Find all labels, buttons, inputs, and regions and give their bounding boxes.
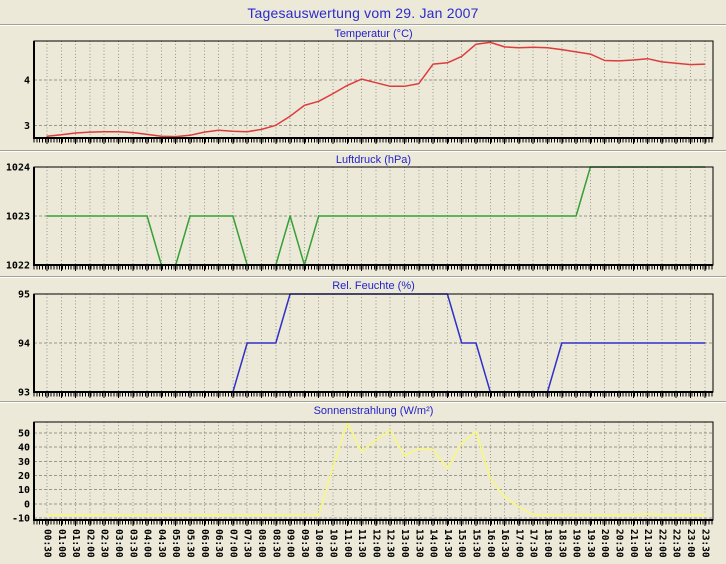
- x-axis-label: 08:30: [270, 529, 281, 558]
- x-axis-label: 09:30: [299, 529, 310, 558]
- x-axis-label: 18:00: [542, 529, 553, 558]
- x-axis-label: 13:30: [413, 529, 424, 558]
- x-axis-label: 00:30: [42, 529, 53, 558]
- x-axis-label: 07:00: [227, 529, 238, 558]
- y-axis-label: 95: [18, 290, 30, 301]
- x-tick-comb: [33, 139, 713, 144]
- plot-frame: [33, 421, 714, 521]
- x-axis-label: 07:30: [242, 529, 253, 558]
- y-axis-label: 4: [24, 76, 30, 87]
- y-axis-label: 1023: [6, 212, 30, 223]
- x-axis-label: 21:00: [628, 529, 639, 558]
- x-axis-label: 14:30: [442, 529, 453, 558]
- y-axis-label: 50: [18, 429, 30, 440]
- plot-frame: [33, 40, 714, 139]
- y-axis-label: 93: [18, 388, 30, 399]
- horizontal-gridlines: [34, 79, 713, 126]
- y-axis-label: 30: [18, 457, 30, 468]
- x-axis-label: 04:30: [156, 529, 167, 558]
- x-axis-label: 14:00: [428, 529, 439, 558]
- x-axis-label: 04:00: [142, 529, 153, 558]
- page-title: Tagesauswertung vom 29. Jan 2007: [247, 5, 479, 21]
- x-axis-label: 06:30: [213, 529, 224, 558]
- y-axis-label: -10: [12, 514, 30, 525]
- x-axis-label: 20:00: [599, 529, 610, 558]
- x-axis-label: 10:30: [328, 529, 339, 558]
- x-axis-label: 12:00: [370, 529, 381, 558]
- x-axis-label: 05:00: [170, 529, 181, 558]
- x-axis-label: 15:30: [471, 529, 482, 558]
- panel-divider-1: [0, 150, 726, 152]
- horizontal-gridlines: [34, 432, 713, 519]
- x-tick-comb: [33, 521, 713, 526]
- x-axis-label: 01:30: [70, 529, 81, 558]
- vertical-gridlines: [46, 41, 706, 138]
- x-axis-label: 13:00: [399, 529, 410, 558]
- x-axis-label: 20:30: [614, 529, 625, 558]
- x-axis-label: 22:00: [656, 529, 667, 558]
- x-tick-comb: [33, 266, 713, 271]
- x-axis-label: 17:30: [528, 529, 539, 558]
- y-axis-label: 20: [18, 471, 30, 482]
- series-line-temperatur: [46, 41, 706, 138]
- x-axis-label: 09:00: [285, 529, 296, 558]
- x-axis-label: 22:30: [671, 529, 682, 558]
- x-axis-label: 15:00: [456, 529, 467, 558]
- x-tick-comb: [33, 393, 713, 398]
- x-axis-label: 02:00: [84, 529, 95, 558]
- x-axis-label: 19:30: [585, 529, 596, 558]
- y-axis-label: 10: [18, 485, 30, 496]
- x-axis-label: 12:30: [385, 529, 396, 558]
- chart-title-rel-feuchte: Rel. Feuchte (%): [332, 280, 415, 292]
- x-axis-label: 06:00: [199, 529, 210, 558]
- x-axis-label: 19:00: [571, 529, 582, 558]
- x-axis-label: 17:00: [513, 529, 524, 558]
- chart-title-temperatur: Temperatur (°C): [334, 28, 413, 40]
- x-axis-label: 03:30: [127, 529, 138, 558]
- x-axis-label: 10:00: [313, 529, 324, 558]
- y-axis-label: 3: [24, 121, 30, 132]
- x-axis-label: 18:30: [556, 529, 567, 558]
- x-axis-label: 08:00: [256, 529, 267, 558]
- chart-title-luftdruck: Luftdruck (hPa): [335, 154, 412, 166]
- title-divider: [0, 24, 726, 26]
- y-axis-label: 94: [18, 339, 30, 350]
- x-axis-label: 16:30: [499, 529, 510, 558]
- x-axis-label: 03:00: [113, 529, 124, 558]
- panel-divider-2: [0, 276, 726, 278]
- series-line-sonnenstrahlung: [46, 422, 706, 516]
- y-axis-label: 1022: [6, 261, 30, 272]
- x-axis-label: 11:30: [356, 529, 367, 558]
- y-axis-label: 1024: [6, 163, 30, 174]
- vertical-gridlines: [46, 422, 706, 520]
- x-axis-label: 16:00: [485, 529, 496, 558]
- x-axis-label: 21:30: [642, 529, 653, 558]
- y-axis-label: 40: [18, 443, 30, 454]
- y-axis-label: 0: [24, 499, 30, 510]
- x-axis-label: 23:30: [699, 529, 710, 558]
- x-axis-label: 02:30: [99, 529, 110, 558]
- x-axis-label: 05:30: [185, 529, 196, 558]
- x-axis-label: 01:00: [56, 529, 67, 558]
- x-axis-label: 23:00: [685, 529, 696, 558]
- x-axis-label: 11:00: [342, 529, 353, 558]
- panel-divider-3: [0, 401, 726, 403]
- chart-title-sonnenstrahlung: Sonnenstrahlung (W/m²): [313, 405, 434, 417]
